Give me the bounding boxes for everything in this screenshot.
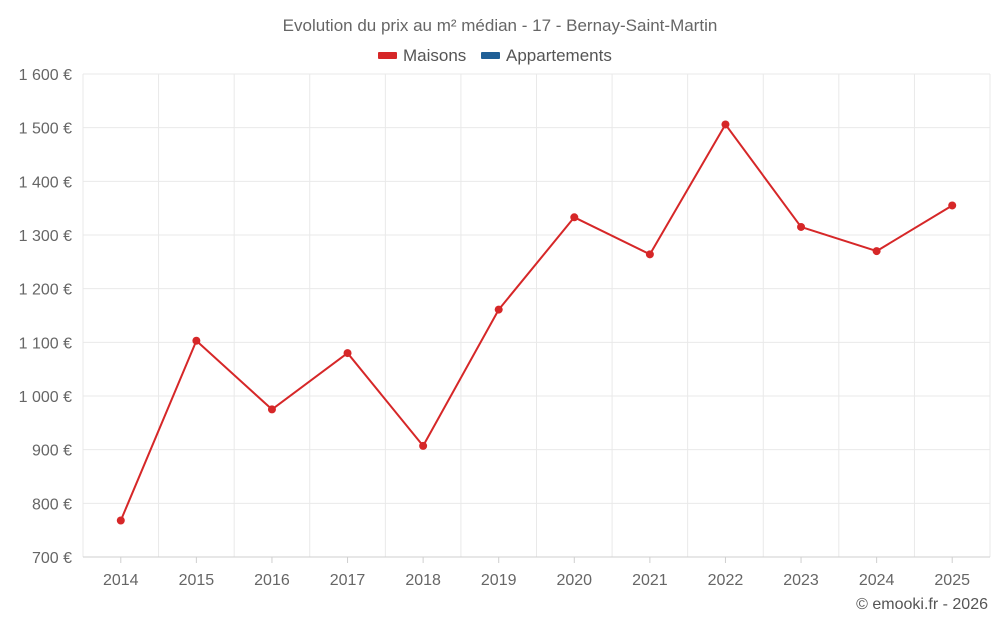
- x-tick-label: 2021: [632, 572, 668, 589]
- x-tick-label: 2025: [934, 572, 970, 589]
- data-point[interactable]: [872, 247, 881, 256]
- x-tick-label: 2016: [254, 572, 290, 589]
- x-tick-label: 2014: [103, 572, 139, 589]
- y-tick-label: 800 €: [32, 496, 72, 513]
- y-tick-label: 1 100 €: [19, 335, 72, 352]
- y-tick-label: 1 200 €: [19, 282, 72, 299]
- credit: © emooki.fr - 2026: [856, 596, 988, 613]
- plot-area: [116, 120, 957, 525]
- y-tick-label: 1 000 €: [19, 389, 72, 406]
- legend-label-maisons: Maisons: [403, 46, 466, 65]
- x-tick-label: 2022: [708, 572, 744, 589]
- data-point[interactable]: [419, 441, 428, 450]
- legend: Maisons Appartements: [378, 46, 612, 65]
- data-point[interactable]: [948, 201, 957, 210]
- y-tick-label: 1 500 €: [19, 121, 72, 138]
- data-point[interactable]: [645, 250, 654, 259]
- y-tick-label: 700 €: [32, 550, 72, 567]
- legend-swatch-maisons: [378, 52, 397, 59]
- data-point[interactable]: [343, 349, 352, 358]
- x-tick-label: 2024: [859, 572, 895, 589]
- legend-item-appartements[interactable]: Appartements: [481, 46, 612, 65]
- x-tick-label: 2019: [481, 572, 517, 589]
- y-tick-label: 1 300 €: [19, 228, 72, 245]
- data-point[interactable]: [570, 213, 579, 222]
- data-point[interactable]: [721, 120, 730, 129]
- legend-swatch-appartements: [481, 52, 500, 59]
- x-tick-label: 2015: [179, 572, 215, 589]
- data-point[interactable]: [797, 222, 806, 231]
- y-tick-label: 1 400 €: [19, 174, 72, 191]
- y-tick-label: 1 600 €: [19, 67, 72, 84]
- chart-title: Evolution du prix au m² médian - 17 - Be…: [283, 16, 718, 35]
- grid: [82, 73, 991, 558]
- data-point[interactable]: [267, 405, 276, 414]
- y-axis: 700 € 800 € 900 € 1 000 € 1 100 € 1 200 € 1 30…: [19, 67, 72, 567]
- data-point[interactable]: [192, 336, 201, 345]
- data-point[interactable]: [116, 516, 125, 525]
- legend-label-appartements: Appartements: [506, 46, 612, 65]
- x-tick-label: 2018: [405, 572, 441, 589]
- series-line-maisons: [119, 123, 953, 521]
- legend-item-maisons[interactable]: Maisons: [378, 46, 466, 65]
- y-tick-label: 900 €: [32, 443, 72, 460]
- x-tick-label: 2023: [783, 572, 819, 589]
- data-point[interactable]: [494, 305, 503, 314]
- x-tick-label: 2017: [330, 572, 366, 589]
- x-axis: 2014 2015 2016 2017 2018 2019 2020 2021 2022 2023…: [83, 556, 990, 589]
- x-tick-label: 2020: [556, 572, 592, 589]
